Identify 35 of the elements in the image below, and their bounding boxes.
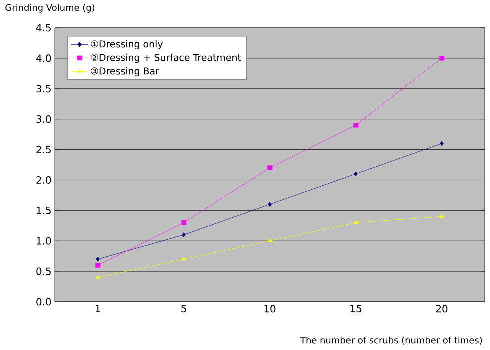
point bbox=[182, 232, 186, 238]
point bbox=[354, 123, 358, 128]
point bbox=[354, 220, 358, 224]
point bbox=[96, 256, 100, 262]
point bbox=[268, 238, 272, 242]
point bbox=[440, 214, 444, 218]
y-tick-label: 4.0 bbox=[36, 54, 52, 62]
y-tick-label: 0.5 bbox=[36, 268, 51, 276]
y-tick-label: 0.0 bbox=[36, 298, 52, 306]
x-tick-label: 20 bbox=[436, 305, 448, 313]
y-tick-label: 1.5 bbox=[37, 206, 51, 214]
y-tick-label: 2.5 bbox=[36, 146, 51, 154]
point bbox=[182, 220, 186, 226]
point bbox=[182, 256, 186, 261]
x-axis-title: The number of scrubs (number of times) bbox=[300, 336, 482, 345]
point bbox=[96, 275, 100, 279]
legend-label: ②Dressing + Surface Treatment bbox=[91, 54, 242, 64]
y-tick-label: 4.5 bbox=[36, 24, 51, 32]
point bbox=[96, 263, 100, 268]
x-tick-label: 5 bbox=[182, 305, 186, 313]
x-tick-label: 1 bbox=[96, 305, 100, 312]
legend-label: ③Dressing Bar bbox=[91, 67, 160, 77]
point bbox=[268, 166, 272, 170]
x-tick-label: 15 bbox=[350, 305, 362, 313]
y-tick-label: 2.0 bbox=[36, 176, 52, 184]
point bbox=[440, 141, 444, 146]
y-tick-label: 3.0 bbox=[36, 116, 52, 124]
point bbox=[354, 172, 358, 177]
y-axis-title: Grinding Volume (g) bbox=[6, 4, 95, 13]
x-tick-label: 10 bbox=[264, 305, 276, 313]
point bbox=[268, 202, 272, 207]
y-tick-label: 1.0 bbox=[37, 237, 52, 245]
point bbox=[440, 56, 444, 61]
legend-label: ①Dressing only bbox=[91, 40, 164, 50]
y-tick-label: 3.5 bbox=[36, 85, 51, 93]
